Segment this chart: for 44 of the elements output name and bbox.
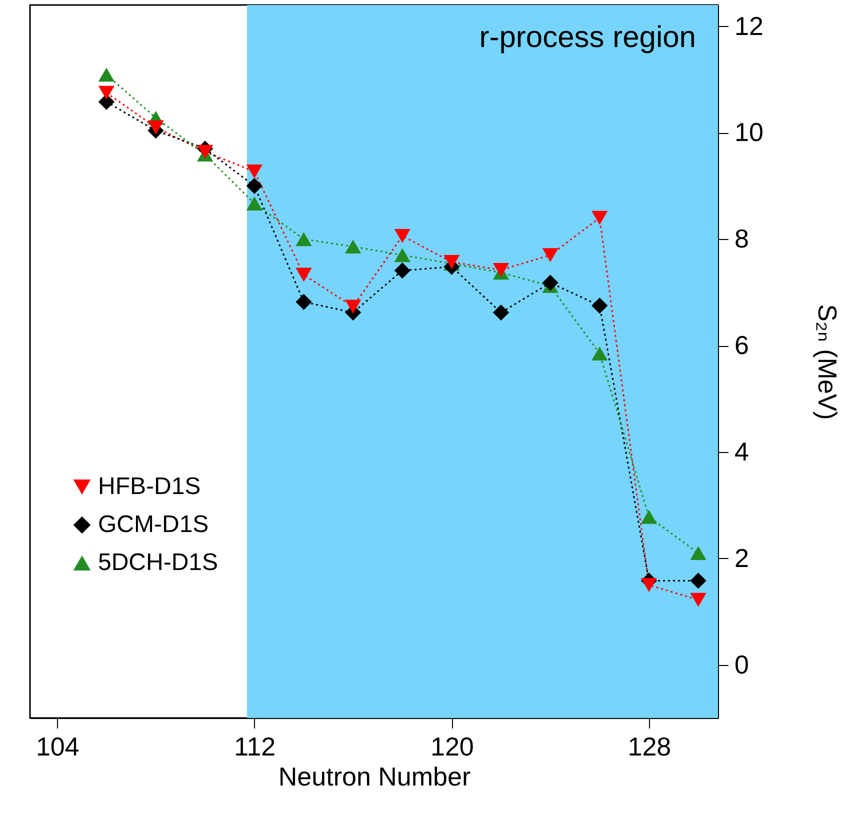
legend-label: GCM-D1S <box>98 511 209 538</box>
point <box>492 263 510 277</box>
x-tick-label: 128 <box>628 732 672 762</box>
band-label: r-process region <box>479 21 696 54</box>
y-tick-label: 6 <box>734 330 749 360</box>
point <box>542 274 558 291</box>
point <box>690 592 706 607</box>
point <box>690 546 706 560</box>
point <box>296 232 312 246</box>
point <box>640 578 658 592</box>
point <box>592 210 608 225</box>
y-tick-label: 12 <box>734 10 764 41</box>
point <box>148 120 164 134</box>
point <box>394 228 410 243</box>
point <box>98 68 115 82</box>
point <box>246 196 262 210</box>
x-tick-label: 120 <box>430 732 474 762</box>
point <box>640 510 658 524</box>
y-axis-title: S₂ₙ (MeV) <box>812 304 842 420</box>
legend-label: HFB-D1S <box>98 473 201 500</box>
x-axis-title: Neutron Number <box>278 762 471 792</box>
y-tick-label: 10 <box>734 117 764 148</box>
y-tick-label: 4 <box>734 436 749 466</box>
legend-label: 5DCH-D1S <box>98 549 218 576</box>
point <box>592 346 608 360</box>
point <box>492 304 510 321</box>
y-tick-label: 0 <box>734 649 749 680</box>
point <box>246 178 262 194</box>
point <box>690 572 706 589</box>
point <box>296 268 312 282</box>
point <box>394 262 410 279</box>
point <box>98 86 115 100</box>
point <box>197 144 214 159</box>
x-tick-label: 112 <box>234 732 276 762</box>
y-tick-label: 8 <box>734 224 749 254</box>
point <box>296 294 312 310</box>
point <box>542 248 558 262</box>
point <box>592 298 608 314</box>
point <box>246 164 262 179</box>
x-tick-label: 104 <box>36 732 80 762</box>
point <box>344 240 362 254</box>
y-tick-label: 2 <box>734 542 749 573</box>
point <box>344 300 362 314</box>
point <box>394 248 410 262</box>
